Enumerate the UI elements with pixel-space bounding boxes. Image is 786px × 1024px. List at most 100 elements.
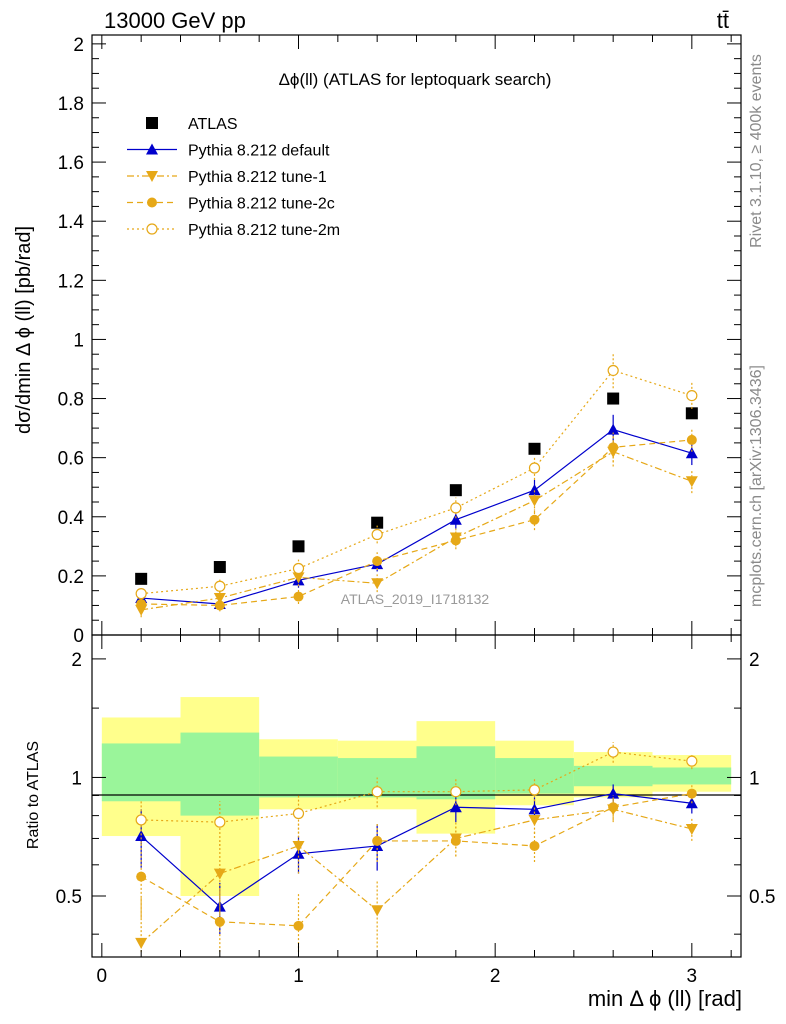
data-point — [293, 591, 304, 602]
ratio-point — [214, 916, 225, 927]
y-tick-label: 1 — [73, 330, 84, 351]
data-point — [136, 598, 147, 609]
ratio-point — [686, 788, 697, 799]
ratio-y-tick-label: 0.5 — [56, 887, 82, 908]
legend-label: Pythia 8.212 tune-2m — [188, 222, 340, 239]
ratio-point — [293, 920, 304, 931]
ratio-y-tick-label-right: 2 — [749, 650, 760, 671]
ratio-y-tick-label-right: 0.5 — [749, 887, 775, 908]
legend-item: Pythia 8.212 tune-1 — [127, 169, 327, 186]
legend-marker — [146, 143, 158, 155]
data-point — [608, 442, 619, 453]
ratio-point — [135, 814, 147, 826]
ratio-point — [449, 801, 462, 813]
data-point — [528, 462, 541, 474]
data-point — [528, 484, 541, 496]
y-tick-label: 0.8 — [58, 390, 84, 411]
series-line — [141, 428, 693, 605]
series-atlas — [135, 392, 698, 585]
x-axis-label: min Δ ϕ (ll) [rad] — [588, 986, 742, 1011]
uncertainty-band-inner — [101, 743, 181, 802]
ratio-point — [371, 905, 384, 917]
data-point — [528, 495, 541, 507]
series-pythia-8-212-tune-2c — [136, 428, 697, 612]
data-point — [292, 572, 305, 584]
data-point — [685, 407, 698, 420]
data-point — [371, 578, 384, 590]
ratio-line — [140, 792, 692, 908]
ratio-point — [686, 755, 698, 767]
x-tick-label: 1 — [293, 966, 304, 987]
legend-item: Pythia 8.212 tune-2c — [127, 196, 335, 213]
legend-item: Pythia 8.212 tune-2m — [127, 222, 340, 239]
legend-label: Pythia 8.212 tune-2c — [188, 196, 335, 213]
ratio-point — [528, 814, 541, 826]
ratio-point — [214, 816, 226, 828]
data-point — [371, 516, 384, 529]
x-tick-label: 0 — [97, 966, 108, 987]
legend: ATLAS Pythia 8.212 default Pythia 8.212 tu… — [127, 116, 340, 239]
data-point — [214, 600, 225, 611]
ratio-point — [213, 868, 226, 880]
ratio-point — [371, 786, 383, 798]
uncertainty-band-inner — [180, 732, 260, 816]
data-point — [135, 588, 147, 600]
legend-marker — [146, 117, 158, 129]
data-point — [686, 389, 698, 402]
ratio-y-tick-label: 1 — [71, 768, 82, 789]
data-point — [292, 562, 305, 575]
data-point — [607, 423, 620, 435]
ratio-point — [213, 900, 226, 912]
data-point — [449, 484, 462, 497]
data-point — [686, 434, 697, 445]
ratio-point — [529, 840, 540, 851]
series-pythia-8-212-tune-2m — [135, 352, 698, 600]
series-line — [141, 369, 693, 595]
uncertainty-band-inner — [652, 767, 732, 785]
data-point — [372, 556, 383, 567]
y-tick-label: 0.6 — [58, 449, 84, 470]
ratio-y-tick-label-right: 1 — [749, 768, 760, 789]
y-tick-label: 0 — [73, 626, 84, 647]
legend-item: Pythia 8.212 default — [127, 143, 330, 160]
ratio-series-pythia-8-212-tune-2m — [135, 742, 698, 846]
data-point — [371, 528, 383, 541]
data-point — [685, 476, 698, 488]
y-tick-label: 1.4 — [58, 212, 85, 233]
ratio-line — [140, 792, 692, 927]
legend-item: ATLAS — [146, 116, 238, 133]
x-tick-label: 2 — [490, 966, 501, 987]
legend-label: Pythia 8.212 tune-1 — [188, 169, 327, 186]
data-point — [213, 593, 226, 605]
legend-marker — [146, 171, 158, 182]
data-point — [449, 513, 462, 525]
data-point — [529, 514, 540, 525]
ratio-point — [135, 937, 148, 949]
ratio-point — [607, 746, 619, 758]
legend-marker — [146, 223, 158, 235]
process-label: tt̄ — [717, 8, 729, 33]
data-point — [450, 502, 462, 514]
plot-title: Δϕ(ll) (ATLAS for leptoquark search) — [279, 70, 552, 89]
ratio-point — [450, 786, 462, 798]
y-tick-label: 1.2 — [58, 271, 84, 292]
x-tick-label: 3 — [687, 966, 698, 987]
ratio-point — [450, 835, 461, 846]
ratio-y-tick-label: 2 — [71, 650, 82, 671]
legend-marker — [147, 197, 157, 208]
ratio-point — [135, 830, 148, 842]
ratio-point — [607, 787, 620, 799]
y-tick-label: 1.8 — [58, 94, 84, 115]
watermark: ATLAS_2019_I1718132 — [341, 591, 490, 607]
data-point — [528, 442, 541, 455]
series-line — [141, 439, 692, 607]
y-tick-label: 2 — [73, 35, 84, 56]
ratio-point — [372, 835, 383, 846]
data-point — [135, 572, 148, 585]
legend-label: ATLAS — [188, 116, 238, 133]
uncertainty-band-inner — [573, 765, 653, 787]
ratio-point — [292, 807, 305, 820]
main-panel: Δϕ(ll) (ATLAS for leptoquark search) ATL… — [58, 34, 742, 647]
ratio-point — [685, 823, 698, 835]
